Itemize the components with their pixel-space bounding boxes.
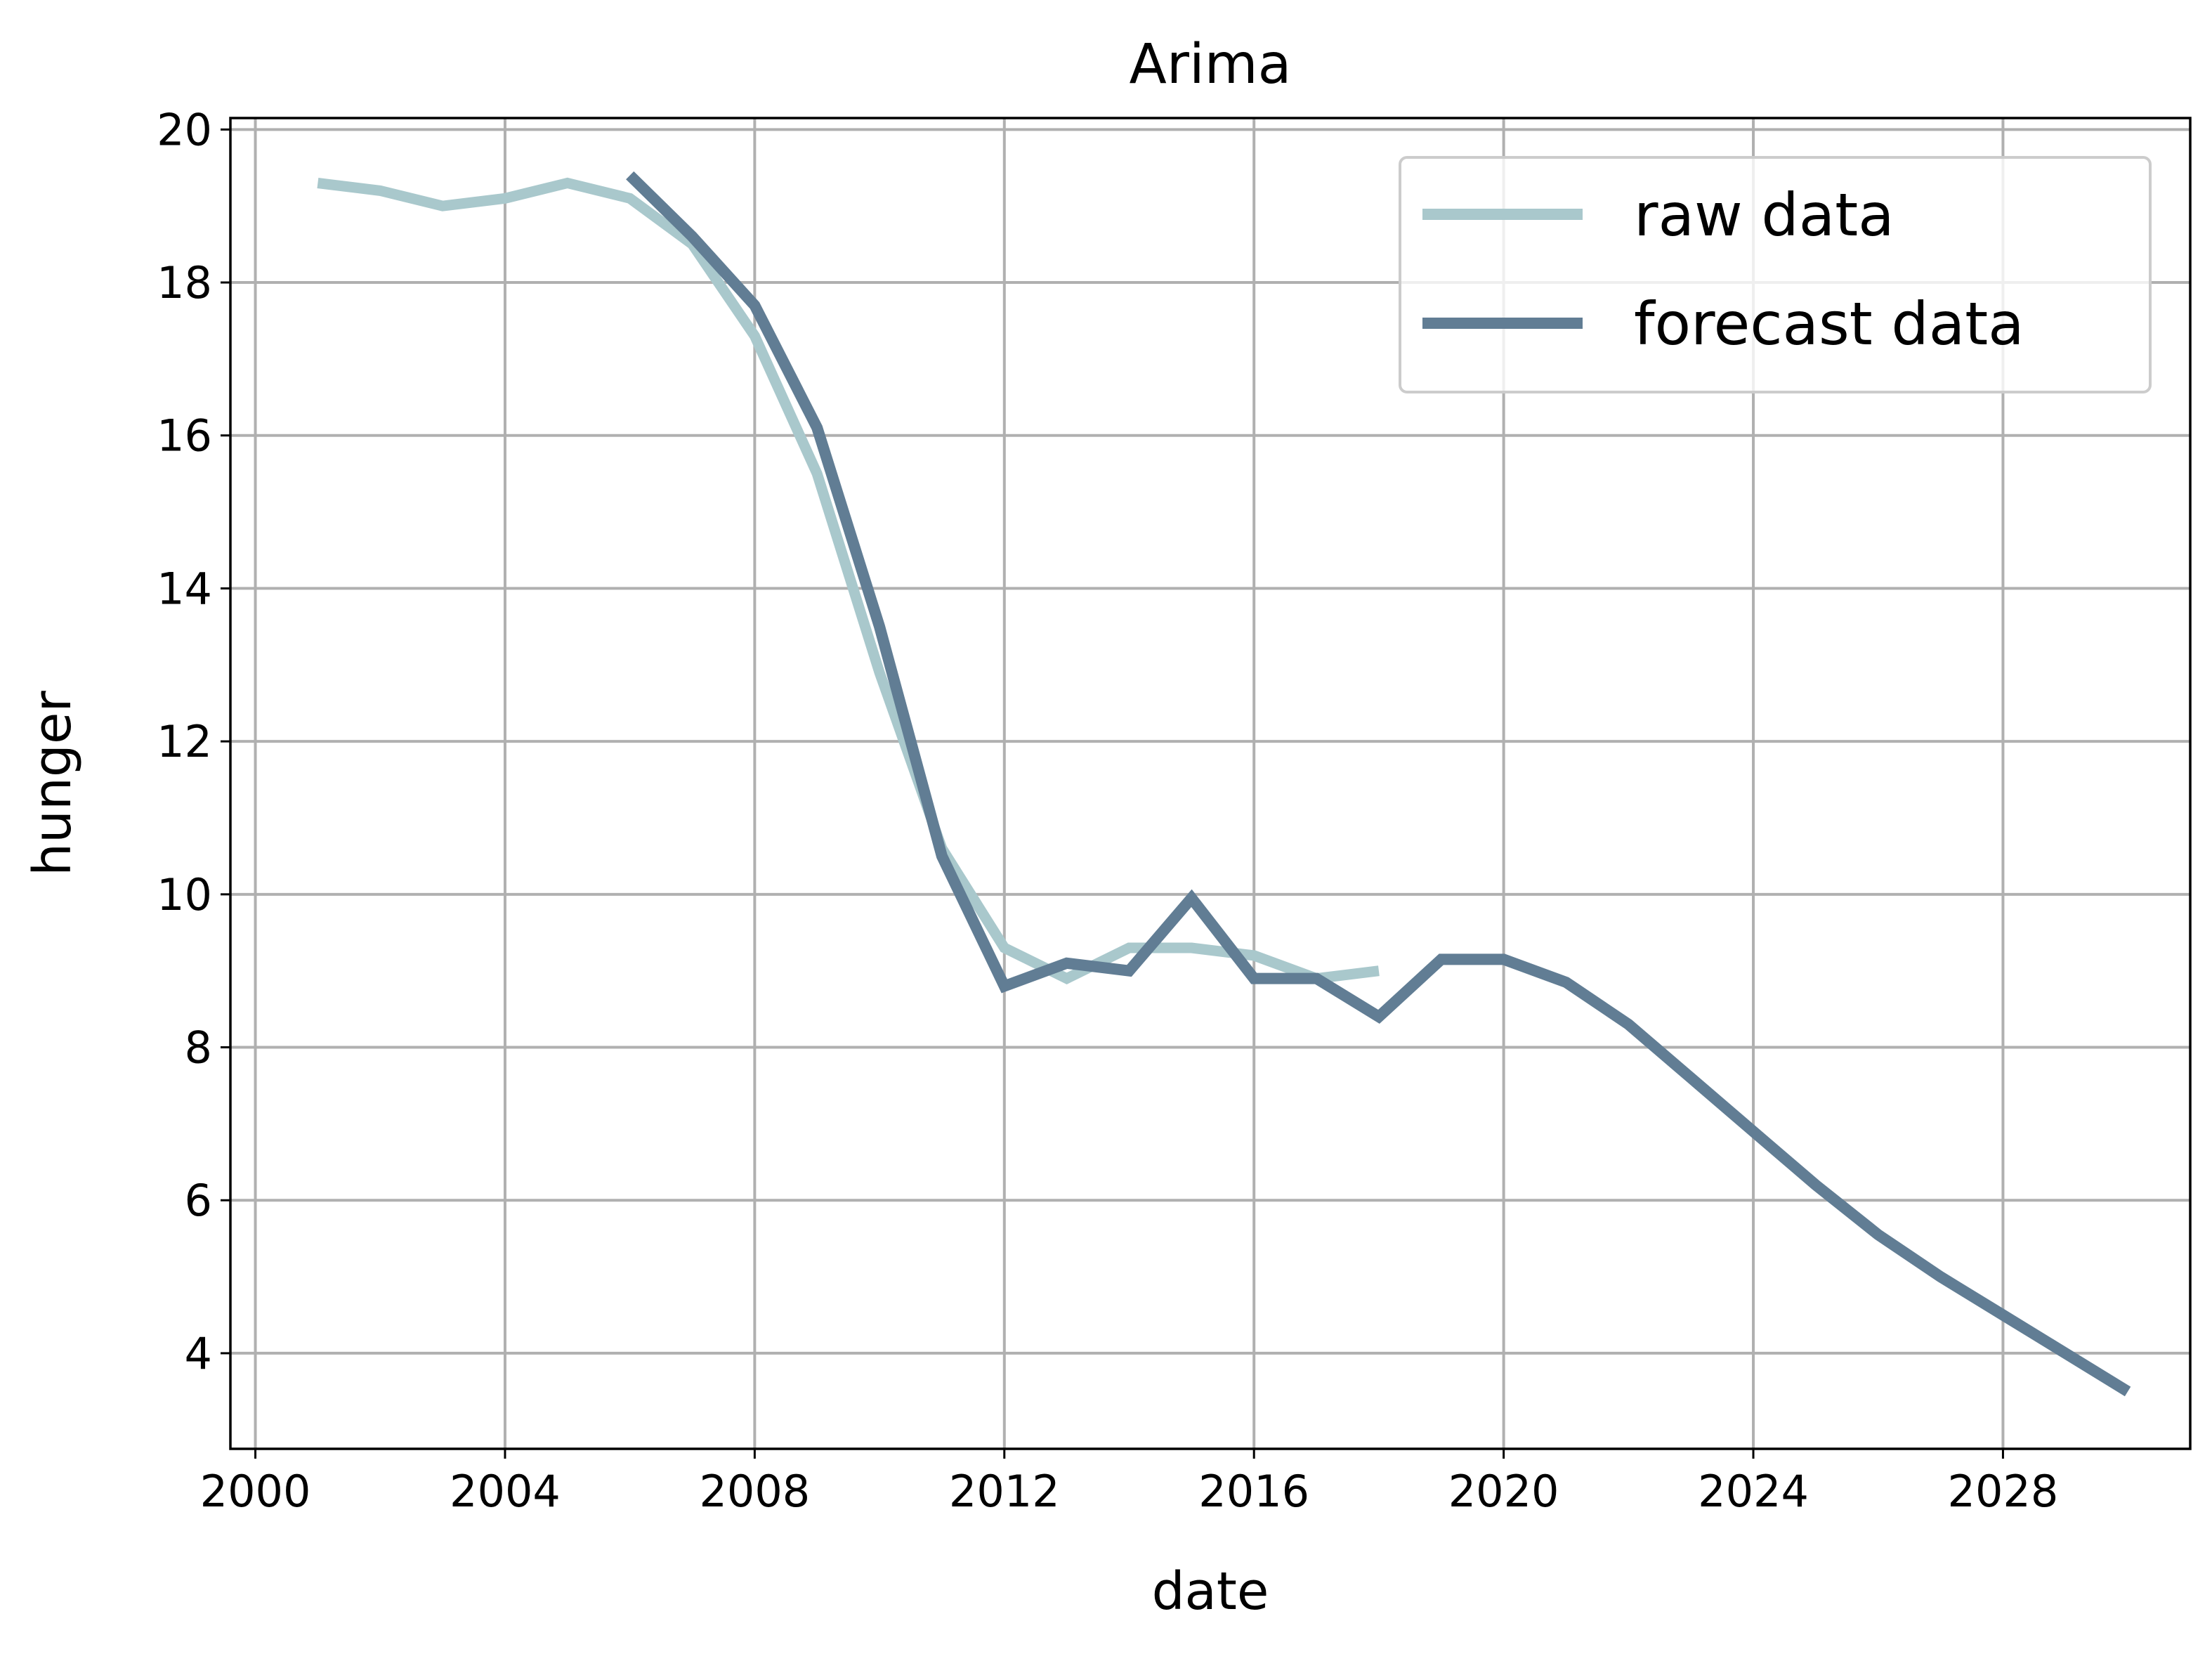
- legend-box: [1399, 156, 2152, 393]
- x-tick-label: 2020: [1448, 1466, 1559, 1517]
- y-tick-label: 16: [157, 410, 212, 462]
- x-tick-label: 2024: [1698, 1466, 1809, 1517]
- series-lines: [317, 171, 2131, 1397]
- legend: raw data forecast data: [1399, 156, 2152, 393]
- x-tick-label: 2000: [200, 1466, 311, 1517]
- y-tick-label: 4: [185, 1328, 212, 1379]
- chart-title: Arima: [1130, 33, 1292, 96]
- axis-ticks: 2000 2004 2008 2012 2016 2020 2024 202846810121…: [157, 104, 2058, 1517]
- series-line-forecast-data: [626, 171, 2131, 1397]
- x-tick-label: 2012: [949, 1466, 1060, 1517]
- legend-label-forecast-data: forecast data: [1634, 289, 2024, 358]
- y-tick-label: 6: [185, 1175, 212, 1226]
- y-tick-label: 12: [157, 716, 212, 767]
- y-tick-label: 8: [185, 1022, 212, 1074]
- x-tick-label: 2008: [699, 1466, 810, 1517]
- x-tick-label: 2004: [450, 1466, 561, 1517]
- x-tick-label: 2028: [1948, 1466, 2059, 1517]
- x-tick-label: 2016: [1198, 1466, 1309, 1517]
- y-tick-label: 20: [157, 104, 212, 155]
- y-tick-label: 14: [157, 563, 212, 614]
- y-axis-label: hunger: [22, 691, 83, 876]
- series-line-raw-data: [317, 177, 1380, 984]
- x-axis-label: date: [1152, 1561, 1269, 1622]
- y-tick-label: 10: [157, 869, 212, 920]
- y-tick-label: 18: [157, 257, 212, 308]
- plot-frame: [229, 117, 2192, 1450]
- legend-label-raw-data: raw data: [1634, 181, 1894, 249]
